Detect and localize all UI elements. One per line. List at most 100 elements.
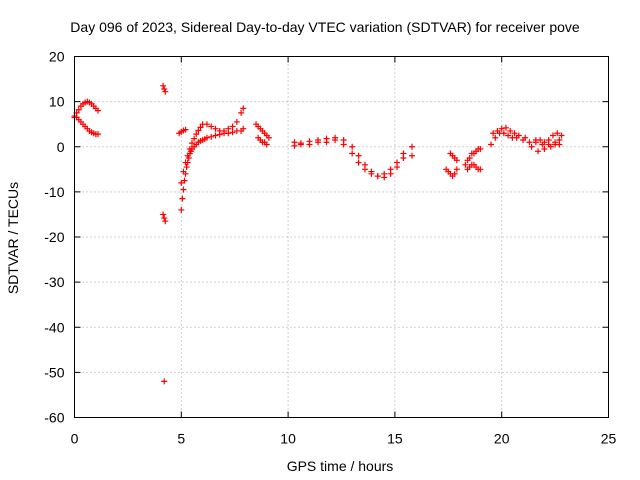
- data-point: [490, 130, 497, 137]
- data-point: [180, 186, 187, 193]
- data-point: [492, 134, 499, 141]
- data-point: [355, 152, 362, 159]
- data-point: [408, 152, 415, 159]
- data-point: [511, 130, 518, 137]
- gridlines: [74, 56, 609, 418]
- data-point: [265, 134, 272, 141]
- data-point: [387, 170, 394, 177]
- data-point: [162, 88, 169, 95]
- data-point: [537, 136, 544, 143]
- x-tick-label: 15: [387, 431, 403, 447]
- data-point: [229, 129, 236, 136]
- data-point: [394, 164, 401, 171]
- data-point: [374, 173, 381, 180]
- data-point: [498, 125, 505, 132]
- x-tick-label: 5: [177, 431, 185, 447]
- x-axis-label: GPS time / hours: [287, 458, 394, 474]
- x-tick-label: 0: [71, 431, 79, 447]
- data-point: [221, 127, 228, 134]
- x-tick-label: 25: [601, 431, 617, 447]
- chart-title: Day 096 of 2023, Sidereal Day-to-day VTE…: [70, 19, 580, 35]
- y-tick-label: -30: [44, 274, 64, 290]
- data-point: [161, 85, 168, 92]
- y-tick-label: -60: [44, 410, 64, 426]
- data-point: [556, 141, 563, 148]
- data-point: [240, 125, 247, 132]
- data-point: [522, 134, 529, 141]
- data-point: [361, 161, 368, 168]
- data-point: [297, 140, 304, 147]
- data-point: [161, 378, 168, 385]
- data-point: [451, 170, 458, 177]
- data-point: [477, 166, 484, 173]
- data-point: [195, 127, 202, 134]
- data-point: [453, 157, 460, 164]
- data-point: [94, 131, 101, 138]
- data-point: [332, 134, 339, 141]
- data-point: [162, 218, 169, 225]
- data-point: [197, 124, 204, 131]
- data-point: [212, 125, 219, 132]
- data-point: [182, 159, 189, 166]
- data-point: [160, 211, 167, 218]
- data-point: [545, 136, 552, 143]
- data-point: [502, 124, 509, 131]
- data-point: [225, 125, 232, 132]
- data-point: [203, 134, 210, 141]
- data-point: [208, 133, 215, 140]
- data-point: [507, 127, 514, 134]
- x-tick-label: 20: [494, 431, 510, 447]
- data-point: [178, 206, 185, 213]
- data-point: [306, 138, 313, 145]
- data-point: [349, 143, 356, 150]
- data-point: [161, 215, 168, 222]
- data-point: [526, 139, 533, 146]
- data-point: [240, 105, 247, 112]
- data-point: [233, 118, 240, 125]
- data-point: [477, 146, 484, 153]
- y-axis: -60 -50 -40 -30 -20 -10 0 10 20: [44, 49, 609, 426]
- data-point: [179, 195, 186, 202]
- data-point: [528, 143, 535, 150]
- x-tick-label: 10: [280, 431, 296, 447]
- data-point: [160, 82, 167, 89]
- data-point: [381, 174, 388, 181]
- data-point: [554, 130, 561, 137]
- y-tick-label: 0: [57, 139, 65, 155]
- data-point: [229, 123, 236, 130]
- data-point: [75, 106, 82, 113]
- data-point: [549, 132, 556, 139]
- data-point: [186, 146, 193, 153]
- y-tick-label: -50: [44, 364, 64, 380]
- data-point: [541, 146, 548, 153]
- data-point: [238, 109, 245, 116]
- data-point: [500, 130, 507, 137]
- data-point: [323, 135, 330, 142]
- data-point: [453, 166, 460, 173]
- y-tick-label: 20: [49, 49, 65, 65]
- data-point: [178, 179, 185, 186]
- data-point: [180, 168, 187, 175]
- x-axis: 0 5 10 15 20 25: [71, 56, 617, 447]
- data-point: [400, 155, 407, 162]
- data-point: [547, 143, 554, 150]
- data-point: [541, 139, 548, 146]
- data-point: [515, 132, 522, 139]
- data-point: [505, 132, 512, 139]
- data-point: [208, 123, 215, 130]
- data-point: [315, 136, 322, 143]
- data-point: [558, 132, 565, 139]
- data-point: [355, 159, 362, 166]
- data-point: [203, 121, 210, 128]
- data-point: [263, 141, 270, 148]
- data-point: [340, 136, 347, 143]
- data-point: [191, 135, 198, 142]
- data-point: [184, 152, 191, 159]
- data-point: [183, 164, 190, 171]
- data-point: [182, 126, 189, 133]
- data-point: [408, 143, 415, 150]
- data-point: [349, 150, 356, 157]
- y-axis-label: SDTVAR / TECUs: [5, 182, 21, 294]
- data-point: [212, 132, 219, 139]
